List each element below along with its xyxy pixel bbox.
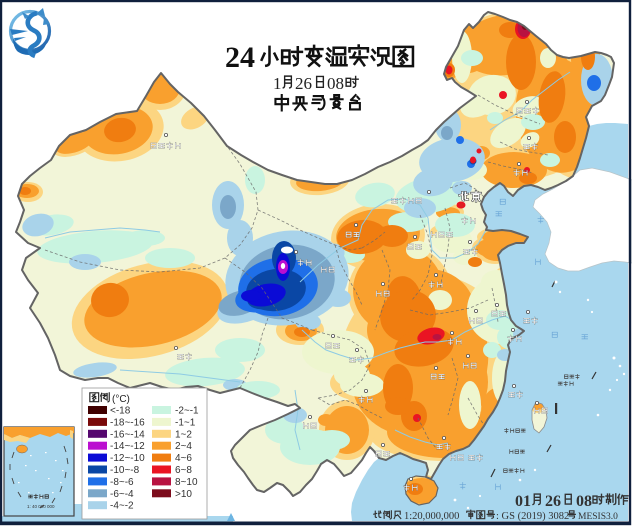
- svg-text:08: 08: [327, 74, 344, 93]
- svg-text:-4~-2: -4~-2: [110, 501, 134, 512]
- svg-text:-12~-10: -12~-10: [110, 453, 145, 464]
- svg-text:(°C): (°C): [112, 394, 130, 405]
- svg-text:<-18: <-18: [110, 406, 131, 417]
- svg-text:-8~-6: -8~-6: [110, 477, 134, 488]
- svg-text:1: 1: [273, 74, 282, 93]
- svg-text:6~8: 6~8: [175, 465, 192, 476]
- svg-text:: GS (2019) 3082: : GS (2019) 3082: [496, 511, 569, 522]
- svg-text:2~4: 2~4: [175, 441, 192, 452]
- svg-text:>10: >10: [175, 489, 192, 500]
- svg-text:1: 40 000 000: 1: 40 000 000: [27, 504, 55, 509]
- svg-text:MESIS3.0: MESIS3.0: [578, 512, 618, 522]
- svg-text:-6~-4: -6~-4: [110, 489, 134, 500]
- svg-text:-1~1: -1~1: [175, 417, 196, 428]
- svg-text:1~2: 1~2: [175, 429, 192, 440]
- svg-text:4~6: 4~6: [175, 453, 192, 464]
- svg-text:26: 26: [545, 493, 561, 510]
- svg-text:24: 24: [225, 41, 255, 74]
- svg-text:-18~-16: -18~-16: [110, 417, 145, 428]
- svg-text:08: 08: [576, 493, 592, 510]
- svg-text:-14~-12: -14~-12: [110, 441, 145, 452]
- svg-text:01: 01: [515, 493, 531, 510]
- svg-text:-10~-8: -10~-8: [110, 465, 140, 476]
- svg-text:1:20,000,000: 1:20,000,000: [404, 511, 459, 522]
- svg-text:-16~-14: -16~-14: [110, 429, 145, 440]
- svg-text:-2~-1: -2~-1: [175, 406, 199, 417]
- svg-text:8~10: 8~10: [175, 477, 198, 488]
- svg-text:26: 26: [295, 74, 312, 93]
